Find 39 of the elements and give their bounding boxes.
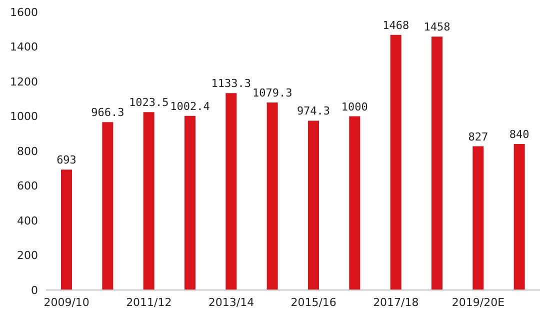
y-tick-label: 1600	[10, 6, 38, 19]
data-label: 840	[509, 128, 530, 142]
x-tick-label: 2019/20E	[452, 296, 505, 309]
data-label: 827	[468, 130, 488, 144]
y-tick-label: 200	[17, 249, 38, 262]
bar	[390, 34, 402, 290]
bar	[102, 122, 114, 290]
x-tick-label: 2017/18	[373, 296, 419, 309]
y-tick-label: 400	[17, 214, 38, 228]
x-tick-label: 2011/12	[126, 296, 172, 309]
bar	[143, 112, 154, 290]
x-tick-label: 2013/14	[208, 296, 254, 309]
y-tick-label: 800	[17, 144, 38, 158]
y-tick-label: 1400	[10, 40, 38, 54]
data-label: 1002.4	[170, 100, 210, 113]
bar	[349, 116, 360, 290]
x-tick-label: 2015/16	[290, 296, 336, 309]
bar	[432, 36, 442, 290]
data-label: 693	[56, 154, 76, 167]
bar	[514, 144, 525, 290]
data-label: 1468	[382, 18, 410, 32]
bar	[472, 146, 484, 290]
bar	[61, 170, 72, 290]
data-label: 974.3	[296, 104, 330, 118]
data-label: 1000	[341, 100, 368, 114]
data-label: 1458	[424, 20, 450, 34]
data-label: 1133.3	[211, 77, 252, 90]
data-label: 1023.5	[128, 96, 169, 110]
bar	[308, 120, 319, 290]
y-tick-label: 0	[31, 284, 38, 297]
bar	[184, 116, 196, 290]
y-tick-label: 1000	[10, 110, 38, 124]
y-tick-label: 600	[17, 180, 38, 193]
x-tick-label: 2009/10	[44, 296, 90, 309]
bar	[266, 102, 278, 290]
y-tick-label: 1200	[10, 75, 38, 88]
data-label: 1079.3	[252, 86, 292, 100]
data-label: 966.3	[91, 106, 124, 120]
bar	[226, 93, 237, 290]
